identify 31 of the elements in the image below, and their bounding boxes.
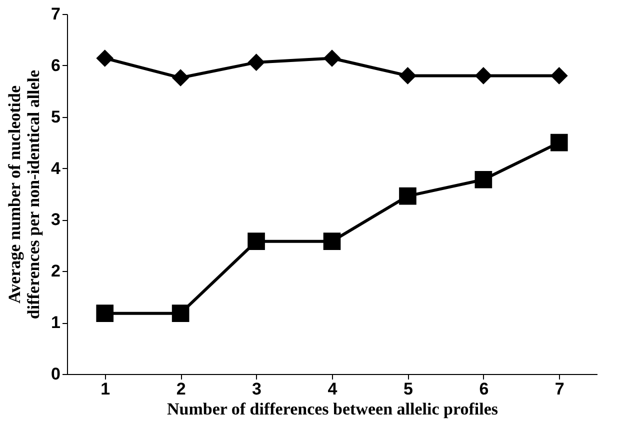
x-tick-label: 3: [252, 380, 262, 398]
y-tick-label: 2: [51, 262, 60, 281]
x-tick-label: 4: [328, 380, 338, 398]
y-tick-label: 4: [51, 158, 62, 178]
point: [474, 170, 492, 188]
point: [248, 232, 265, 250]
y-tick-label: 5: [51, 107, 60, 126]
y-tick-label: 6: [51, 56, 60, 75]
y-tick-label: 7: [51, 4, 60, 24]
point: [96, 50, 114, 67]
y-tick-label: 0: [51, 364, 60, 384]
point: [474, 67, 492, 84]
x-tick-label: 5: [403, 380, 413, 398]
x-tick-label: 1: [100, 380, 110, 398]
y-tick-label: 3: [51, 210, 60, 230]
point: [399, 187, 416, 205]
point: [550, 134, 568, 152]
point: [172, 304, 190, 322]
point: [550, 67, 568, 84]
y-axis-title: Average number of nucleotide differences per non-identical allele: [5, 69, 44, 320]
point: [399, 67, 416, 84]
y-tick-label: 1: [51, 313, 60, 332]
point: [323, 50, 341, 67]
x-tick-label: 6: [479, 380, 489, 398]
x-tick-label: 7: [554, 380, 564, 398]
point: [96, 304, 114, 322]
point: [248, 54, 265, 72]
x-axis-title: Number of differences between allelic profiles: [167, 400, 498, 418]
x-tick-label: 2: [176, 380, 186, 398]
point: [172, 69, 190, 86]
point: [323, 232, 341, 250]
